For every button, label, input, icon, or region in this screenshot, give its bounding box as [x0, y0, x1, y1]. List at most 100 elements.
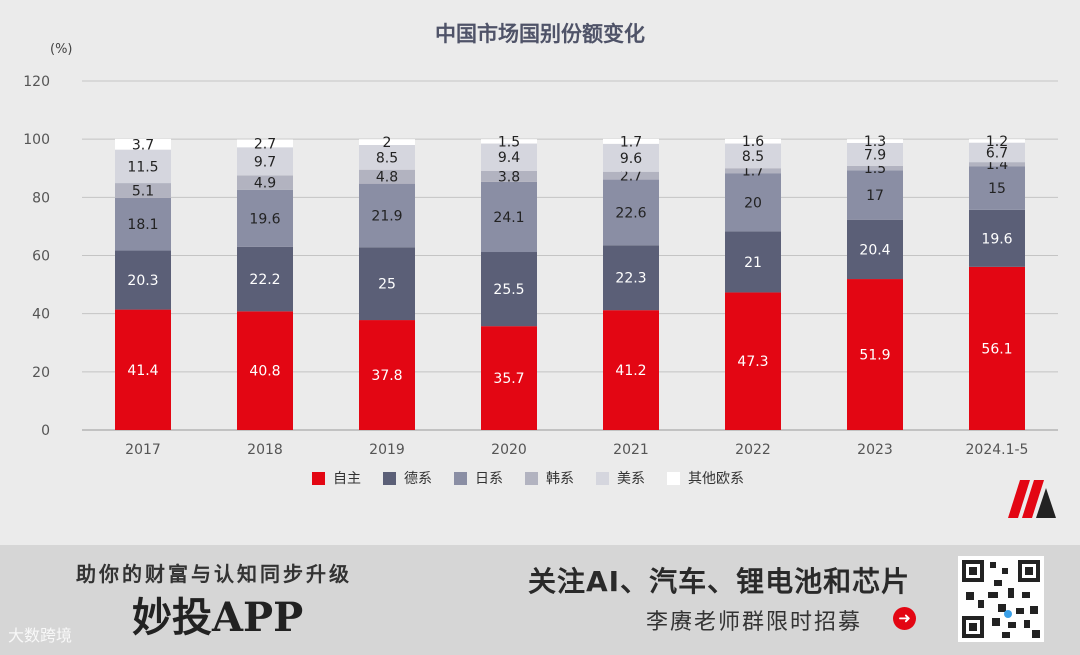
bar-segment — [847, 279, 903, 430]
bar-segment — [603, 143, 659, 172]
app-name[interactable]: 妙投APP — [132, 594, 304, 641]
legend-label: 德系 — [404, 471, 432, 487]
x-tick-label: 2022 — [735, 442, 771, 458]
bar-segment — [481, 143, 537, 171]
data-label: 17 — [866, 188, 884, 204]
stacked-bar-chart: 02040608010012041.420.318.15.111.53.7201… — [23, 74, 1058, 458]
legend-label: 自主 — [333, 471, 361, 487]
promo-subline[interactable]: 李赓老师群限时招募 — [646, 610, 863, 635]
chart-title: 中国市场国别份额变化 — [435, 22, 645, 46]
bar-segment — [969, 166, 1025, 210]
bar-segment — [359, 183, 415, 248]
data-label: 21.9 — [371, 209, 402, 225]
bar-segment — [969, 209, 1025, 267]
bar-segment — [847, 139, 903, 143]
data-label: 41.4 — [127, 363, 158, 379]
bar-segment — [603, 310, 659, 430]
data-label: 18.1 — [127, 217, 158, 233]
bar-segment — [847, 142, 903, 166]
legend-item: 韩系 — [525, 468, 574, 488]
legend-swatch — [312, 471, 325, 485]
data-label: 5.1 — [132, 183, 154, 199]
bar-segment — [969, 142, 1025, 163]
bar-segment — [359, 169, 415, 184]
bar-segment — [115, 197, 171, 251]
legend-label: 美系 — [617, 471, 645, 487]
y-axis-unit: (%) — [50, 42, 73, 57]
data-label: 20 — [744, 195, 762, 211]
y-tick-label: 80 — [32, 190, 50, 206]
bar-segment — [725, 168, 781, 174]
data-label: 1.5 — [498, 134, 520, 150]
bar-segment — [359, 139, 415, 145]
data-label: 22.3 — [615, 271, 646, 287]
bar-segment — [237, 246, 293, 312]
bar-segment — [237, 175, 293, 190]
data-label: 20.3 — [127, 273, 158, 289]
legend-swatch — [596, 471, 609, 485]
x-tick-label: 2018 — [247, 442, 283, 458]
bar-segment — [847, 170, 903, 220]
bar-segment — [847, 219, 903, 280]
bar-segment — [969, 266, 1025, 430]
bar-segment — [603, 179, 659, 246]
data-label: 2.7 — [254, 136, 276, 152]
data-label: 47.3 — [737, 354, 768, 370]
y-tick-label: 100 — [23, 132, 50, 148]
data-label: 8.5 — [376, 150, 398, 166]
y-tick-label: 120 — [23, 74, 50, 90]
legend-swatch — [383, 471, 396, 485]
banner-slogan: 助你的财富与认知同步升级 — [76, 562, 352, 586]
bar-segment — [725, 292, 781, 430]
bar-segment — [481, 326, 537, 430]
legend-item: 其他欧系 — [667, 468, 744, 488]
qr-code-icon[interactable] — [958, 556, 1044, 642]
data-label: 3.7 — [132, 137, 154, 153]
y-tick-label: 0 — [41, 423, 50, 439]
bar-segment — [359, 247, 415, 321]
bar-segment — [725, 143, 781, 169]
data-label: 1.6 — [742, 134, 764, 150]
data-label: 7.9 — [864, 147, 886, 163]
data-label: 4.9 — [254, 176, 276, 192]
legend-swatch — [667, 471, 680, 485]
bar-segment — [237, 189, 293, 247]
data-label: 22.2 — [249, 272, 280, 288]
data-label: 4.8 — [376, 170, 398, 186]
data-label: 8.5 — [742, 149, 764, 165]
bar-segment — [115, 149, 171, 184]
x-tick-label: 2020 — [491, 442, 527, 458]
data-label: 3.8 — [498, 169, 520, 185]
y-tick-label: 60 — [32, 249, 50, 265]
bar-segment — [359, 144, 415, 170]
y-tick-label: 40 — [32, 307, 50, 323]
bar-segment — [115, 138, 171, 150]
legend-swatch — [454, 471, 467, 485]
x-tick-label: 2023 — [857, 442, 893, 458]
legend-item: 德系 — [383, 468, 432, 488]
legend-swatch — [525, 471, 538, 485]
legend-label: 韩系 — [546, 471, 574, 487]
arrow-right-circle-icon[interactable]: ➜ — [893, 607, 916, 630]
bar-segment — [725, 173, 781, 232]
bar-segment — [481, 252, 537, 327]
bar-segment — [237, 311, 293, 430]
data-label: 25 — [378, 277, 396, 293]
data-label: 35.7 — [493, 371, 524, 387]
y-tick-label: 20 — [32, 365, 50, 381]
chart-legend: 自主 德系 日系 韩系 美系 其他欧系 — [312, 468, 744, 488]
data-label: 41.2 — [615, 363, 646, 379]
data-label: 40.8 — [249, 364, 280, 380]
watermark-text: 大数跨境 — [8, 626, 73, 645]
bar-segment — [359, 320, 415, 430]
data-label: 19.6 — [981, 231, 1012, 247]
bar-segment — [969, 139, 1025, 143]
x-tick-label: 2021 — [613, 442, 649, 458]
data-label: 22.6 — [615, 205, 646, 221]
bar-segment — [969, 162, 1025, 167]
data-label: 25.5 — [493, 282, 524, 298]
data-label: 19.6 — [249, 211, 280, 227]
data-label: 20.4 — [859, 242, 890, 258]
bar-segment — [603, 138, 659, 144]
data-label: 2 — [383, 135, 392, 151]
